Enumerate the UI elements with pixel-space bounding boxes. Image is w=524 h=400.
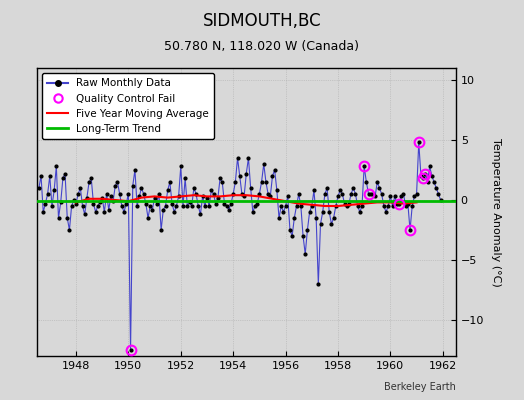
- Text: SIDMOUTH,BC: SIDMOUTH,BC: [203, 12, 321, 30]
- Text: Berkeley Earth: Berkeley Earth: [384, 382, 456, 392]
- Legend: Raw Monthly Data, Quality Control Fail, Five Year Moving Average, Long-Term Tren: Raw Monthly Data, Quality Control Fail, …: [42, 73, 214, 139]
- Text: 50.780 N, 118.020 W (Canada): 50.780 N, 118.020 W (Canada): [165, 40, 359, 53]
- Y-axis label: Temperature Anomaly (°C): Temperature Anomaly (°C): [491, 138, 501, 286]
